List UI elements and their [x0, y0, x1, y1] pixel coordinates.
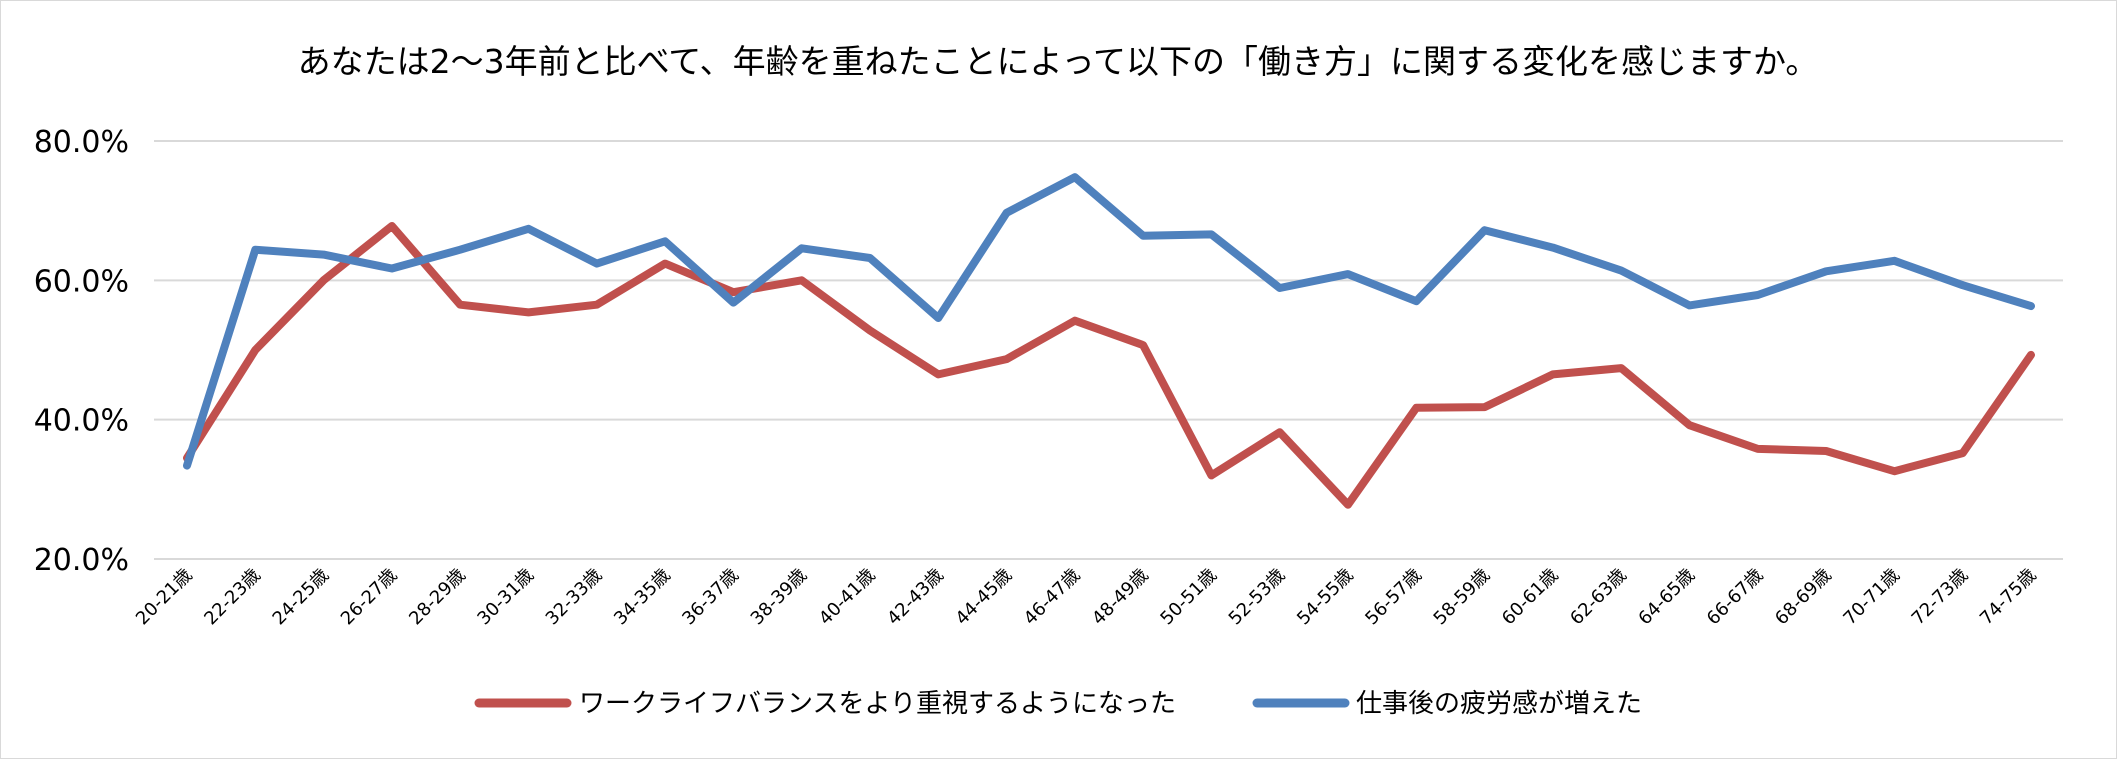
- x-tick-label: 54-55歳: [1293, 565, 1358, 630]
- legend-label-0: ワークライフバランスをより重視するようになった: [579, 689, 1176, 719]
- x-tick-label: 70-71歳: [1839, 565, 1904, 630]
- x-tick-label: 32-33歳: [542, 565, 607, 630]
- x-tick-label: 24-25歳: [269, 565, 334, 630]
- x-tick-label: 62-63歳: [1566, 565, 1631, 630]
- series-lines: [183, 173, 2035, 509]
- legend-label-1: 仕事後の疲労感が増えた: [1356, 689, 1642, 719]
- x-tick-label: 42-43歳: [883, 565, 948, 630]
- x-tick-label: 68-69歳: [1771, 565, 1836, 630]
- x-tick-label: 50-51歳: [1156, 565, 1221, 630]
- x-tick-label: 72-73歳: [1908, 565, 1973, 630]
- y-tick-label: 60.0%: [34, 264, 129, 299]
- x-tick-label: 46-47歳: [1020, 565, 1085, 630]
- x-tick-label: 64-65歳: [1634, 565, 1699, 630]
- x-tick-label: 22-23歳: [200, 565, 265, 630]
- legend: ワークライフバランスをより重視するようになった 仕事後の疲労感が増えた: [474, 689, 1642, 719]
- x-tick-label: 52-53歳: [1225, 565, 1290, 630]
- y-tick-label: 40.0%: [34, 404, 129, 439]
- x-tick-label: 36-37歳: [678, 565, 743, 630]
- series-line-1: [183, 173, 2035, 470]
- x-tick-label: 56-57歳: [1361, 565, 1426, 630]
- x-axis-ticks: 20-21歳 22-23歳 24-25歳 26-27歳 28-29歳 30-31歳 32-3…: [132, 565, 2041, 630]
- x-tick-label: 20-21歳: [132, 565, 197, 630]
- x-tick-label: 74-75歳: [1976, 565, 2041, 630]
- x-tick-label: 26-27歳: [337, 565, 402, 630]
- series-line-0: [183, 222, 2035, 509]
- x-tick-label: 40-41歳: [815, 565, 880, 630]
- y-tick-label: 80.0%: [34, 125, 129, 160]
- x-tick-label: 30-31歳: [473, 565, 538, 630]
- x-tick-label: 28-29歳: [405, 565, 470, 630]
- chart-title: あなたは2～3年前と比べて、年齢を重ねたことによって以下の「働き方」に関する変化…: [298, 42, 1819, 81]
- x-tick-label: 48-49歳: [1088, 565, 1153, 630]
- y-tick-label: 20.0%: [34, 543, 129, 578]
- x-tick-label: 66-67歳: [1703, 565, 1768, 630]
- x-tick-label: 58-59歳: [1430, 565, 1495, 630]
- y-axis-ticks: 20.0% 40.0% 60.0% 80.0%: [34, 125, 129, 578]
- x-tick-label: 38-39歳: [747, 565, 812, 630]
- x-tick-label: 34-35歳: [610, 565, 675, 630]
- gridlines: [154, 140, 2063, 560]
- x-tick-label: 44-45歳: [952, 565, 1017, 630]
- x-tick-label: 60-61歳: [1498, 565, 1563, 630]
